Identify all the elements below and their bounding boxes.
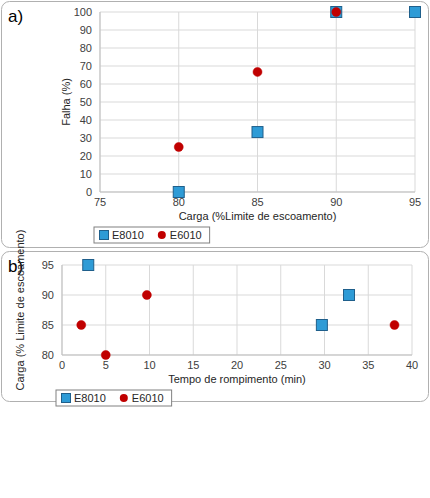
point [174,143,183,152]
y-tick-label: 50 [80,96,92,108]
legend-marker [100,231,109,240]
x-axis [100,192,415,193]
grid-line [280,265,281,355]
x-tick-label: 25 [275,359,287,371]
x-tick-label: 35 [362,359,374,371]
panel: 01020304050607080901007580859095a)Carga … [2,2,429,248]
grid-line [415,12,416,192]
y-axis [62,265,63,355]
panel-label: a) [8,7,23,26]
points [173,7,420,198]
point [331,7,342,18]
x-tick-label: 90 [330,196,342,208]
grid-line [257,12,258,192]
y-tick-label: 85 [42,319,54,331]
x-tick-label: 5 [103,359,109,371]
points [77,260,399,360]
y-tick-label: 30 [80,132,92,144]
grid-line [324,265,325,355]
x-tick-label: 20 [231,359,243,371]
x-tick-label: 0 [59,359,65,371]
grid-line [105,265,106,355]
x-tick-label: 95 [409,196,421,208]
y-tick-label: 70 [80,60,92,72]
grid-line [62,265,63,355]
grid-line [149,265,150,355]
point [101,351,110,360]
y-tick-label: 80 [42,349,54,361]
point [142,291,151,300]
legend-box [56,390,172,406]
grid-line [193,265,194,355]
x-tick-label: 75 [94,196,106,208]
grid-line [62,355,412,356]
y-tick-label: 10 [80,168,92,180]
x-tick-label: 10 [143,359,155,371]
grid-line [368,265,369,355]
point [344,290,355,301]
legend: E8010 E6010 [56,390,172,406]
legend-label: E6010 [170,229,202,241]
x-tick-label: 15 [187,359,199,371]
legend-label: E8010 [112,229,144,241]
x-axis-title: Tempo de rompimento (min) [168,373,306,385]
point [332,8,341,17]
y-tick-label: 90 [42,289,54,301]
x-tick-label: 30 [318,359,330,371]
y-tick-label: 90 [80,24,92,36]
y-tick-label: 40 [80,114,92,126]
grid-line [412,265,413,355]
legend-marker [120,394,128,402]
grid-line [100,192,415,193]
point [410,7,421,18]
y-tick-label: 60 [80,78,92,90]
y-tick-label: 95 [42,259,54,271]
y-axis-title: Falha (%) [60,78,72,126]
point [390,321,399,330]
grid-line [178,12,179,192]
y-axis [100,12,101,192]
panel: 808590950510152025303540b)Tempo de rompi… [2,230,429,406]
legend-label: E6010 [132,392,164,404]
legend: E8010 E6010 [94,227,210,243]
legend-label: E8010 [74,392,106,404]
point [83,260,94,271]
grid-line [100,12,101,192]
point [316,320,327,331]
y-tick-label: 20 [80,150,92,162]
y-axis-title: Carga (% Limite de escoamento) [14,230,26,391]
point [253,67,262,76]
grid-line [237,265,238,355]
x-tick-label: 85 [251,196,263,208]
x-axis [62,355,412,356]
legend-box [94,227,210,243]
legend-marker [62,394,71,403]
panel-frame [2,2,429,248]
y-tick-label: 80 [80,42,92,54]
y-tick-label: 0 [86,186,92,198]
x-axis-title: Carga (%Limite de escoamento) [179,210,337,222]
legend-marker [158,231,166,239]
point [252,127,263,138]
point [77,321,86,330]
y-tick-label: 100 [74,6,92,18]
figure: 01020304050607080901007580859095a)Carga … [0,0,430,498]
panel-frame [2,252,429,402]
x-tick-label: 40 [406,359,418,371]
grid-line [336,12,337,192]
point [173,187,184,198]
